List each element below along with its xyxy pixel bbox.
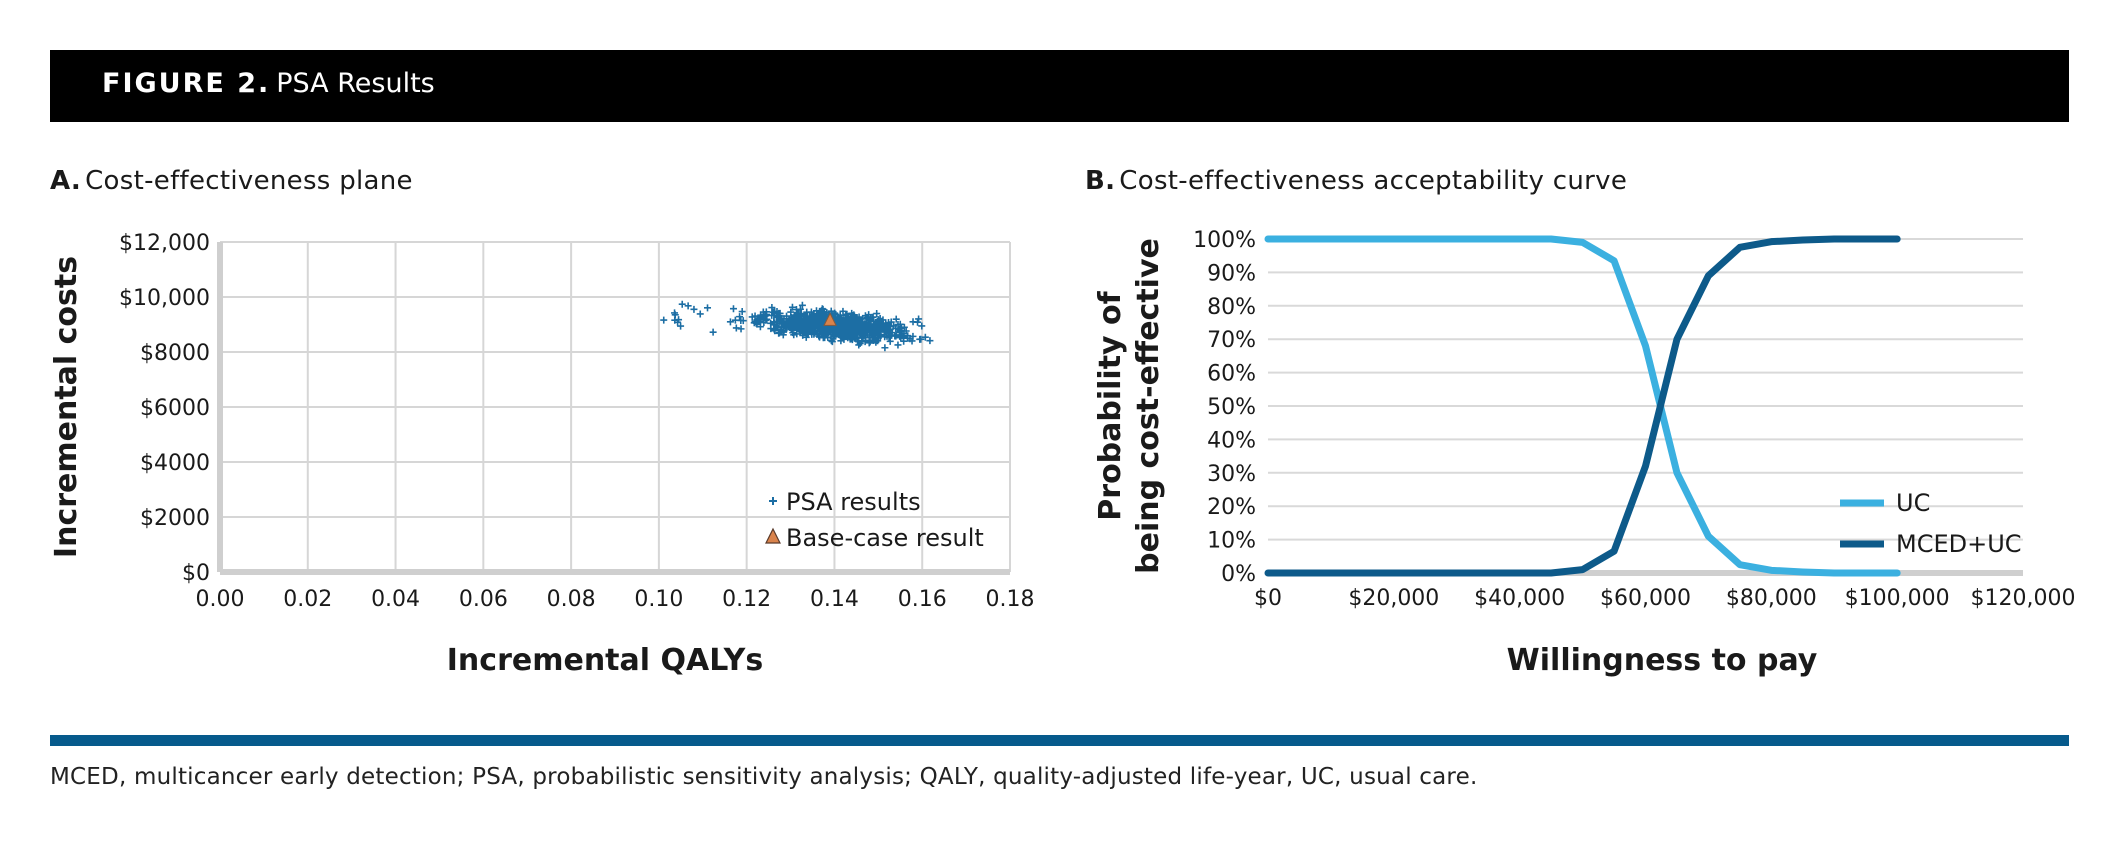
ceac-x-tick-label: $20,000 [1348, 586, 1439, 611]
plane-y-tick-label: $10,000 [119, 286, 210, 311]
ceac-y-tick-label: 70% [1207, 328, 1256, 353]
figure-title-text: PSA Results [276, 68, 435, 99]
ceac-y-axis-title: Probability of being cost-effective [1093, 238, 1166, 574]
panel-b-title-text: Cost-effectiveness acceptability curve [1119, 166, 1628, 196]
ceac-x-tick-label: $100,000 [1845, 586, 1950, 611]
plane-y-tick-label: $4000 [140, 451, 210, 476]
panel-a-label: A. [50, 166, 82, 196]
plane-y-tick-label: $2000 [140, 506, 210, 531]
panel-b-title: B. Cost-effectiveness acceptability curve [1085, 166, 1627, 196]
plane-x-tick-label: 0.18 [986, 587, 1035, 612]
plane-y-tick-label: $6000 [140, 396, 210, 421]
legend-psa-label: PSA results [786, 488, 921, 516]
plane-x-tick-label: 0.00 [196, 587, 245, 612]
figure-title: FIGURE 2. PSA Results [102, 68, 435, 99]
plane-x-tick-label: 0.14 [810, 587, 859, 612]
plane-y-tick-label: $0 [182, 561, 210, 586]
ceac-y-axis-title-line: being cost-effective [1131, 238, 1166, 574]
plane-x-tick-label: 0.08 [547, 587, 596, 612]
ceac-legend: UC MCED+UC [1840, 489, 2022, 558]
ceac-legend-label: MCED+UC [1896, 530, 2022, 558]
plane-y-axis-title: Incremental costs [49, 256, 84, 558]
ceac-y-tick-label: 10% [1207, 529, 1256, 554]
plane-y-tick-label: $8000 [140, 341, 210, 366]
ceac-legend-label: UC [1896, 489, 1930, 517]
panel-a-title: A. Cost-effectiveness plane [50, 166, 413, 196]
ceac-y-tick-label: 0% [1221, 562, 1256, 587]
ceac-y-tick-label: 80% [1207, 295, 1256, 320]
legend-psa-marker [769, 497, 777, 505]
legend-base-case-label: Base-case result [786, 524, 984, 552]
cost-effectiveness-plane-chart: 0.00 0.02 0.04 0.06 0.08 0.10 0.12 0.14 0.16 0.18… [49, 231, 1035, 678]
panel-a-title-text: Cost-effectiveness plane [85, 166, 413, 196]
figure-header: FIGURE 2. PSA Results [50, 50, 2069, 122]
ceac-series-line-uc [1264, 235, 1901, 577]
ceac-y-tick-label: 100% [1193, 228, 1256, 253]
ceac-x-tick-label: $80,000 [1726, 586, 1817, 611]
figure-label: FIGURE 2. [102, 68, 271, 99]
plane-y-tick-label: $12,000 [119, 231, 210, 256]
ceac-series-line-mced-uc [1264, 235, 1901, 577]
acceptability-curve-chart: 0% 10% 20% 30% 40% 50% 60% 70% 80% 90% 100% $0 $20,0… [1093, 228, 2076, 678]
ceac-x-tick-label: $40,000 [1474, 586, 1565, 611]
ceac-y-tick-label: 50% [1207, 395, 1256, 420]
base-case-marker [823, 312, 837, 326]
ceac-x-tick-label: $60,000 [1600, 586, 1691, 611]
plane-x-tick-label: 0.06 [459, 587, 508, 612]
ceac-x-tick-label: $0 [1254, 586, 1282, 611]
legend-base-case-marker [765, 527, 781, 544]
ceac-y-tick-label: 60% [1207, 362, 1256, 387]
panel-b-label: B. [1085, 166, 1116, 196]
plane-x-tick-label: 0.12 [722, 587, 771, 612]
plane-x-tick-label: 0.16 [898, 587, 947, 612]
plane-x-tick-label: 0.04 [371, 587, 420, 612]
ceac-y-tick-label: 40% [1207, 428, 1256, 453]
footnote: MCED, multicancer early detection; PSA, … [50, 764, 1478, 790]
ceac-x-axis-title: Willingness to pay [1507, 643, 1818, 678]
ceac-y-tick-label: 30% [1207, 462, 1256, 487]
ceac-y-axis-title-line: Probability of [1093, 290, 1128, 520]
bottom-rule [50, 735, 2069, 746]
ceac-x-tick-label: $120,000 [1971, 586, 2076, 611]
plane-legend: PSA results Base-case result [765, 488, 984, 552]
plane-x-tick-label: 0.10 [634, 587, 683, 612]
plane-x-tick-label: 0.02 [283, 587, 332, 612]
ceac-y-tick-label: 20% [1207, 495, 1256, 520]
ceac-y-tick-label: 90% [1207, 261, 1256, 286]
plane-x-axis-title: Incremental QALYs [447, 643, 763, 678]
